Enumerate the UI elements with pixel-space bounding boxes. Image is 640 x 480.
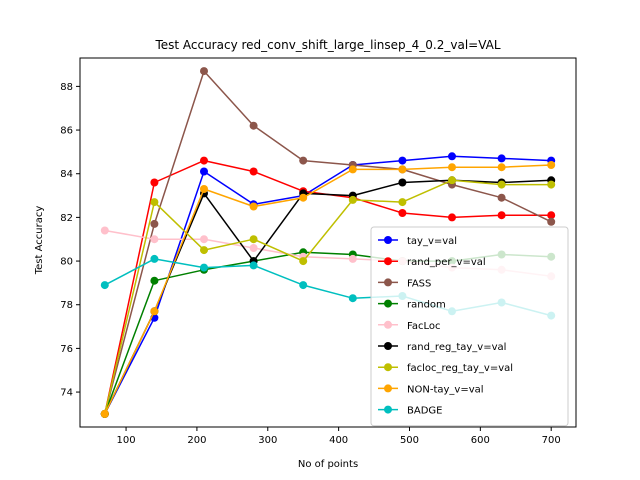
x-tick-label: 600 xyxy=(471,435,490,446)
x-axis-title: No of points xyxy=(298,459,358,470)
data-point xyxy=(398,165,407,174)
data-point xyxy=(547,211,556,220)
data-point xyxy=(249,261,258,270)
legend-marker xyxy=(384,236,392,244)
data-point xyxy=(547,217,556,226)
data-point xyxy=(150,307,159,316)
data-point xyxy=(348,254,357,263)
x-tick-label: 500 xyxy=(400,435,419,446)
data-point xyxy=(200,185,208,193)
data-point xyxy=(398,178,407,187)
data-point xyxy=(348,195,357,204)
data-point xyxy=(448,176,456,185)
data-point xyxy=(249,167,258,176)
data-point xyxy=(448,152,456,161)
x-tick-label: 300 xyxy=(258,435,277,446)
legend-label: FASS xyxy=(407,278,431,289)
data-point xyxy=(150,198,159,207)
data-point xyxy=(299,193,308,202)
data-point xyxy=(348,294,357,303)
data-point xyxy=(150,235,159,244)
legend-marker xyxy=(384,405,392,414)
legend-marker xyxy=(384,342,392,350)
data-point xyxy=(200,156,208,165)
y-tick-label: 88 xyxy=(60,82,73,93)
x-tick-label: 700 xyxy=(542,435,561,446)
legend-marker xyxy=(384,384,392,393)
legend-label: rand_reg_tay_v=val xyxy=(407,342,506,353)
data-point xyxy=(200,235,208,244)
data-point xyxy=(497,163,506,172)
y-tick-label: 84 xyxy=(60,169,73,180)
data-point xyxy=(299,257,308,266)
data-point xyxy=(497,211,506,220)
legend-label: FacLoc xyxy=(407,321,440,332)
legend-marker xyxy=(384,299,392,308)
data-point xyxy=(100,226,109,235)
y-tick-label: 86 xyxy=(60,126,73,137)
data-point xyxy=(200,167,208,176)
data-point xyxy=(299,281,308,290)
data-point xyxy=(150,219,159,228)
data-point xyxy=(200,67,208,76)
data-point xyxy=(299,156,308,165)
series-line-5 xyxy=(104,179,552,415)
x-tick-label: 200 xyxy=(187,435,206,446)
x-tick-label: 400 xyxy=(329,435,348,446)
y-axis-title: Test Accuracy xyxy=(34,206,45,276)
legend-label: NON-tay_v=val xyxy=(407,384,484,395)
legend-label: BADGE xyxy=(407,406,442,417)
data-point xyxy=(398,156,407,165)
y-tick-label: 82 xyxy=(60,213,73,224)
legend-label: tay_v=val xyxy=(407,236,457,247)
data-point xyxy=(150,178,159,187)
series-line-6 xyxy=(104,179,552,415)
legend-marker xyxy=(384,363,392,372)
legend-label: facloc_reg_tay_v=val xyxy=(407,363,513,374)
data-point xyxy=(547,161,556,169)
y-tick-label: 78 xyxy=(60,300,73,311)
data-point xyxy=(348,165,357,174)
data-point xyxy=(200,263,208,272)
legend-label: rand_per_v=val xyxy=(407,257,486,268)
data-point xyxy=(497,180,506,189)
y-tick-label: 80 xyxy=(60,257,73,268)
legend-box xyxy=(370,226,569,427)
data-point xyxy=(150,254,159,263)
chart-title: Test Accuracy red_conv_shift_large_linse… xyxy=(154,38,500,52)
data-point xyxy=(398,198,407,207)
legend-marker xyxy=(384,278,392,287)
data-point xyxy=(497,154,506,163)
series-line-0 xyxy=(104,155,552,415)
series-line-2 xyxy=(104,70,552,415)
data-point xyxy=(448,213,456,222)
y-tick-label: 76 xyxy=(60,344,73,355)
data-point xyxy=(249,202,258,211)
data-point xyxy=(200,246,208,255)
legend-label: random xyxy=(407,300,446,311)
legend-marker xyxy=(384,320,392,329)
data-point xyxy=(448,163,456,172)
data-point xyxy=(100,409,109,418)
y-tick-label: 74 xyxy=(60,388,73,399)
x-tick-label: 100 xyxy=(117,435,136,446)
data-point xyxy=(100,281,109,290)
data-point xyxy=(249,121,258,130)
data-point xyxy=(497,193,506,202)
axes-frame xyxy=(79,57,577,428)
legend: tay_v=val rand_per_v=val FASS random FacLoc r… xyxy=(370,226,569,427)
data-point xyxy=(398,209,407,217)
data-point xyxy=(249,244,258,252)
data-point xyxy=(150,276,159,285)
series-line-7 xyxy=(104,164,552,415)
data-point xyxy=(547,180,556,189)
data-point xyxy=(249,235,258,244)
legend-marker xyxy=(384,257,392,266)
